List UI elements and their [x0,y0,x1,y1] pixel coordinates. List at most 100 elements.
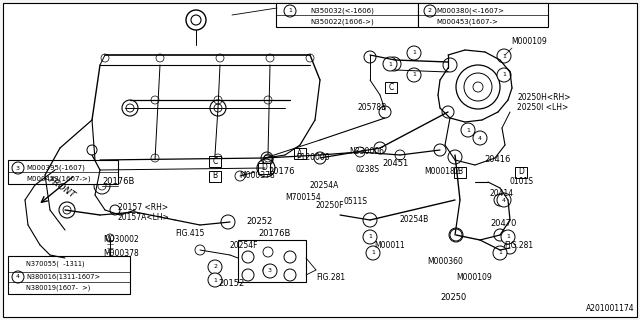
Text: 20254A: 20254A [310,180,339,189]
Bar [454,166,466,178]
Bar [8,256,130,294]
Text: 20157A<LH>: 20157A<LH> [118,213,170,222]
Text: 20451: 20451 [382,158,408,167]
Circle shape [493,246,507,260]
Text: C: C [212,156,218,165]
Text: N330006: N330006 [349,148,384,156]
Text: 20578B: 20578B [358,102,387,111]
Text: 1: 1 [368,235,372,239]
Text: FRONT: FRONT [47,175,77,201]
Text: 20254F: 20254F [230,242,259,251]
Text: 1: 1 [412,73,416,77]
Text: M000453(1607->): M000453(1607->) [26,176,91,182]
Circle shape [407,68,421,82]
Bar [276,3,418,27]
Text: N370055(  -1311): N370055( -1311) [26,261,84,267]
Text: A: A [298,148,303,157]
Circle shape [12,271,24,283]
Text: M000182: M000182 [424,167,460,177]
Text: 4: 4 [502,197,506,203]
Circle shape [497,49,511,63]
Text: N380019(1607-  >): N380019(1607- >) [26,285,90,291]
Bar [418,3,548,27]
Text: N350032(<-1606): N350032(<-1606) [310,8,374,14]
Bar [8,160,118,184]
Circle shape [383,57,397,71]
Text: D: D [261,164,267,172]
Text: 20416: 20416 [484,156,510,164]
Text: 20157 <RH>: 20157 <RH> [118,203,168,212]
Text: 1: 1 [498,251,502,255]
Text: 20176B: 20176B [102,178,134,187]
Circle shape [208,273,222,287]
Text: M030002: M030002 [103,235,139,244]
Text: 1: 1 [388,61,392,67]
Text: 20250: 20250 [440,293,467,302]
Text: FIG.281: FIG.281 [504,241,533,250]
Bar [209,171,221,181]
Text: 20414: 20414 [490,189,514,198]
Text: 20254B: 20254B [400,215,429,225]
Text: N350022(1606->): N350022(1606->) [310,19,374,25]
Circle shape [424,5,436,17]
Text: 4: 4 [16,275,20,279]
Text: P120003: P120003 [296,153,330,162]
Circle shape [208,260,222,274]
Text: 1: 1 [213,277,217,283]
Text: FIG.415: FIG.415 [175,229,204,238]
Text: 3: 3 [268,268,272,274]
Circle shape [363,230,377,244]
Text: M00011: M00011 [374,241,404,250]
Text: 20250H<RH>: 20250H<RH> [517,92,570,101]
Text: M000453(1607->: M000453(1607-> [436,19,498,25]
Bar [515,166,527,178]
Text: B: B [458,167,463,177]
Text: 20176B: 20176B [258,229,291,238]
Text: 1: 1 [371,251,375,255]
Circle shape [12,162,24,174]
Circle shape [461,123,475,137]
Text: 20252: 20252 [246,218,272,227]
Text: 0511S: 0511S [343,196,367,205]
Text: 0101S: 0101S [509,178,533,187]
Bar [238,240,306,282]
Circle shape [497,193,511,207]
Text: 20470: 20470 [490,220,516,228]
Bar [258,163,270,173]
Text: B: B [212,172,218,180]
Circle shape [263,264,277,278]
Text: 1: 1 [506,235,510,239]
Text: 20152: 20152 [218,279,244,289]
Circle shape [497,68,511,82]
Text: 1: 1 [466,127,470,132]
Circle shape [407,46,421,60]
Bar [294,148,306,158]
Text: N380016(1311-1607>: N380016(1311-1607> [26,274,100,280]
Text: FIG.281: FIG.281 [316,274,345,283]
Text: M700154: M700154 [285,194,321,203]
Text: 1: 1 [412,51,416,55]
Text: 2: 2 [428,9,432,13]
Text: 4: 4 [478,135,482,140]
Circle shape [366,246,380,260]
Text: 3: 3 [16,165,20,171]
Text: 20250I <LH>: 20250I <LH> [517,103,568,113]
Circle shape [473,131,487,145]
Text: M000380(<-1607>: M000380(<-1607> [436,8,504,14]
Text: M000109: M000109 [511,37,547,46]
Text: 20250F: 20250F [316,201,344,210]
Text: 1: 1 [288,9,292,13]
Bar [385,82,397,92]
Text: 0238S: 0238S [355,165,379,174]
Circle shape [284,5,296,17]
Text: 2: 2 [213,265,217,269]
Text: M000378: M000378 [239,171,275,180]
Text: 20176: 20176 [268,166,294,175]
Text: D: D [518,167,524,177]
Bar [209,156,221,166]
Text: 1: 1 [502,73,506,77]
Text: M000109: M000109 [456,274,492,283]
Text: M000378: M000378 [103,249,139,258]
Text: 1: 1 [502,53,506,59]
Circle shape [501,230,515,244]
